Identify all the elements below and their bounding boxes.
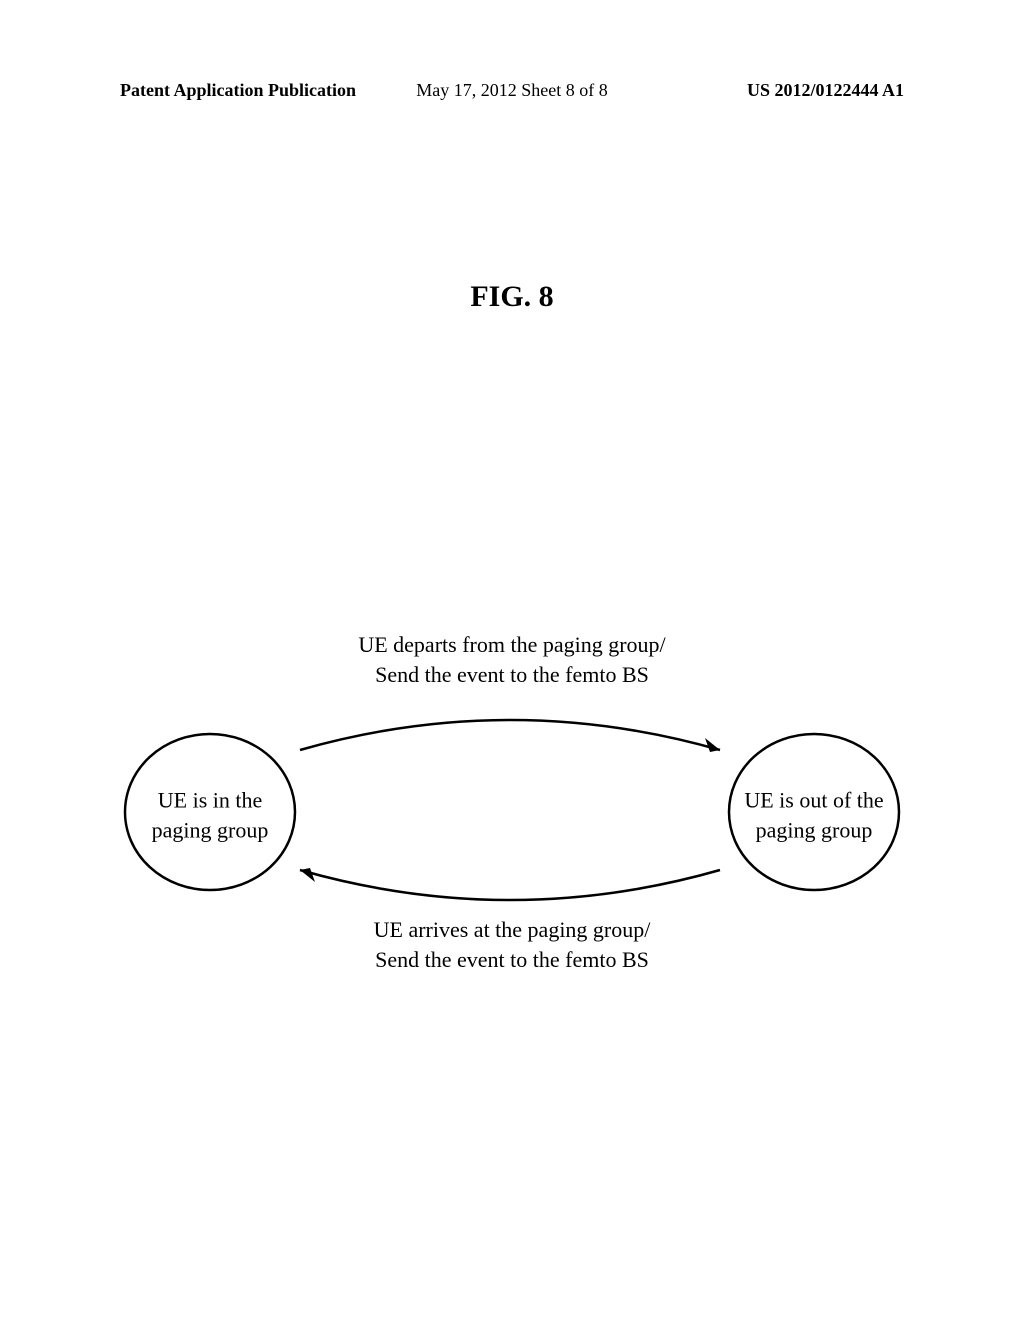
figure-title: FIG. 8 — [470, 280, 553, 314]
bottom-transition-label: UE arrives at the paging group/ Send the… — [374, 915, 651, 974]
header-right: US 2012/0122444 A1 — [747, 80, 904, 101]
state-left-text: UE is in the paging group — [120, 785, 300, 844]
state-right-text: UE is out of the paging group — [724, 785, 904, 844]
state-left-line1: UE is in the — [158, 787, 263, 812]
top-arrowhead — [705, 738, 720, 752]
top-label-line1: UE departs from the paging group/ — [358, 632, 665, 657]
state-right-line2: paging group — [756, 817, 873, 842]
bottom-arrowhead — [300, 868, 315, 882]
bottom-arrow-path — [300, 870, 720, 900]
bottom-label-line1: UE arrives at the paging group/ — [374, 917, 651, 942]
state-left-line2: paging group — [152, 817, 269, 842]
bottom-label-line2: Send the event to the femto BS — [375, 947, 649, 972]
top-transition-label: UE departs from the paging group/ Send t… — [358, 630, 665, 689]
transition-arrows — [280, 700, 740, 920]
state-in-paging-group: UE is in the paging group — [120, 730, 300, 900]
state-right-line1: UE is out of the — [744, 787, 883, 812]
header-left: Patent Application Publication — [120, 80, 356, 101]
header-center: May 17, 2012 Sheet 8 of 8 — [416, 80, 607, 101]
state-out-paging-group: UE is out of the paging group — [724, 730, 904, 900]
top-label-line2: Send the event to the femto BS — [375, 662, 649, 687]
page-header: Patent Application Publication May 17, 2… — [0, 80, 1024, 101]
top-arrow-path — [300, 720, 720, 750]
